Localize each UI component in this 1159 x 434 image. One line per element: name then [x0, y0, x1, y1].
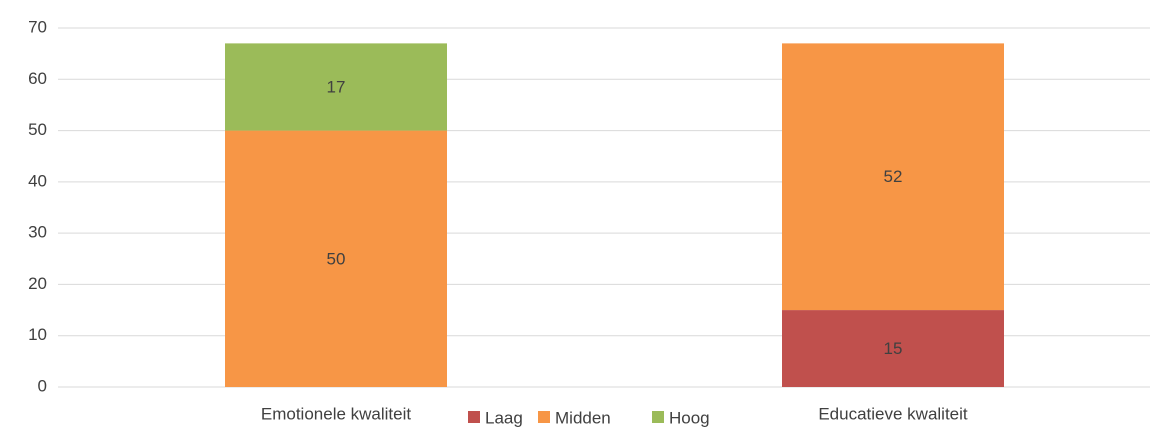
data-label: 15 [884, 339, 903, 358]
bar-segment [782, 310, 1004, 387]
y-tick-label: 20 [28, 274, 47, 293]
data-label: 17 [327, 77, 346, 96]
x-tick-label: Emotionele kwaliteit [261, 404, 412, 423]
bar-segment [782, 43, 1004, 311]
y-tick-label: 30 [28, 223, 47, 242]
x-tick-label: Educatieve kwaliteit [818, 404, 968, 423]
bar-segment [225, 43, 447, 131]
y-tick-label: 0 [38, 376, 47, 395]
y-tick-label: 10 [28, 325, 47, 344]
data-label: 50 [327, 249, 346, 268]
y-tick-label: 50 [28, 120, 47, 139]
legend-swatch [468, 411, 480, 423]
y-tick-label: 40 [28, 171, 47, 190]
legend-label: Laag [485, 408, 523, 427]
y-tick-label: 70 [28, 17, 47, 36]
bar-segment [225, 130, 447, 388]
legend-label: Hoog [669, 408, 710, 427]
legend-swatch [652, 411, 664, 423]
legend-swatch [538, 411, 550, 423]
data-label: 52 [884, 167, 903, 186]
y-tick-label: 60 [28, 69, 47, 88]
legend-label: Midden [555, 408, 611, 427]
